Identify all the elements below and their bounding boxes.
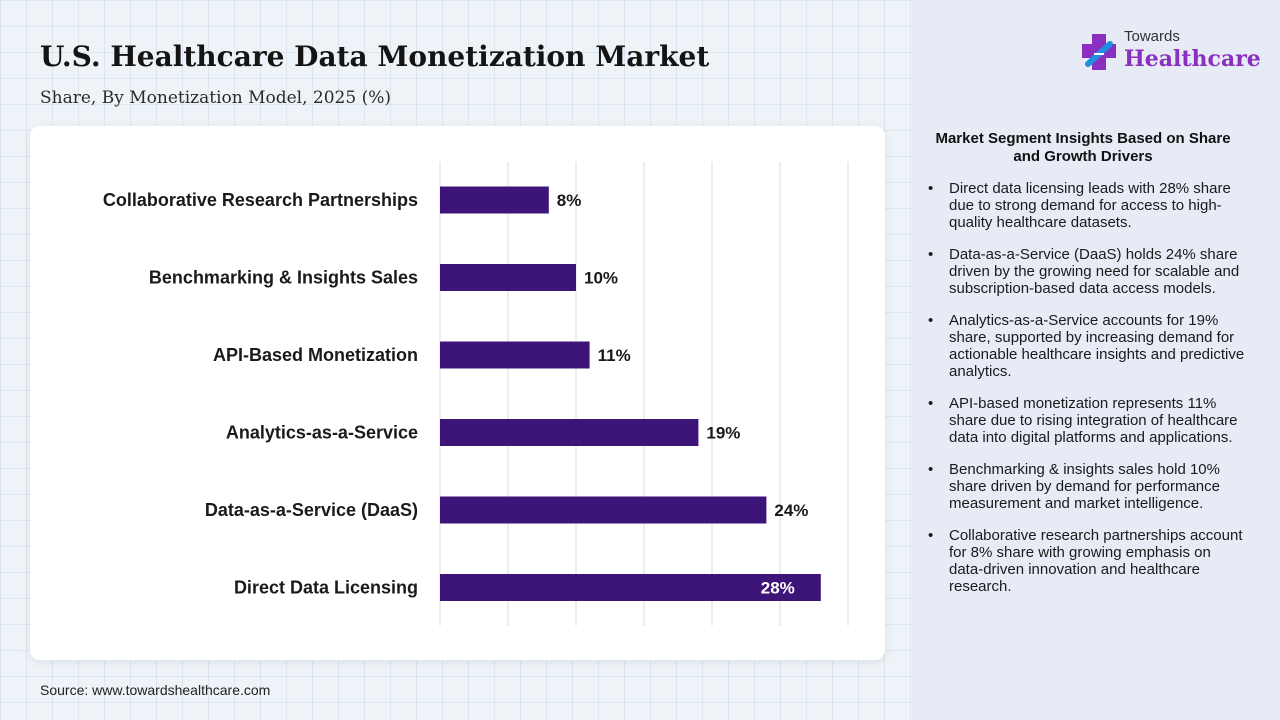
chart-card: Collaborative Research Partnerships 8% Ben… xyxy=(30,126,885,660)
value-label: 24% xyxy=(774,501,808,520)
insights-list: Direct data licensing leads with 28% sha… xyxy=(928,180,1248,610)
bar xyxy=(440,264,576,291)
value-label: 10% xyxy=(584,269,618,288)
insight-item: Direct data licensing leads with 28% sha… xyxy=(928,180,1248,231)
bar xyxy=(440,341,590,369)
insight-item: Benchmarking & insights sales hold 10% s… xyxy=(928,461,1248,512)
bar xyxy=(440,574,821,601)
cross-plus-icon xyxy=(1082,34,1116,70)
insight-item: Collaborative research partnerships acco… xyxy=(928,527,1248,595)
source-text: Source: www.towardshealthcare.com xyxy=(40,682,271,698)
insight-item: API-based monetization represents 11% sh… xyxy=(928,395,1248,446)
logo-top-text: Towards xyxy=(1124,28,1180,45)
insight-item: Analytics-as-a-Service accounts for 19% … xyxy=(928,312,1248,380)
insights-title: Market Segment Insights Based on Share a… xyxy=(935,130,1231,165)
category-label: Collaborative Research Partnerships xyxy=(103,190,418,210)
value-label: 11% xyxy=(598,346,631,365)
bar xyxy=(440,419,699,446)
value-label: 8% xyxy=(557,191,582,210)
category-label: Data-as-a-Service (DaaS) xyxy=(205,500,418,520)
category-label: Analytics-as-a-Service xyxy=(226,423,418,443)
value-label: 28% xyxy=(761,579,795,598)
category-label: Benchmarking & Insights Sales xyxy=(149,268,418,288)
category-label: API-Based Monetization xyxy=(213,345,418,365)
logo-main-text: Healthcare xyxy=(1124,46,1261,72)
main-area: U.S. Healthcare Data Monetization Market… xyxy=(30,40,885,698)
towards-healthcare-logo: Towards Healthcare xyxy=(1080,28,1261,78)
bar xyxy=(440,496,767,524)
category-label: Direct Data Licensing xyxy=(234,578,418,598)
chart-title: U.S. Healthcare Data Monetization Market xyxy=(40,40,710,73)
bar xyxy=(440,186,549,214)
insight-item: Data-as-a-Service (DaaS) holds 24% share… xyxy=(928,246,1248,297)
chart-subtitle: Share, By Monetization Model, 2025 (%) xyxy=(40,88,392,108)
value-label: 19% xyxy=(706,424,740,443)
bar-chart: Collaborative Research Partnerships 8% Ben… xyxy=(103,162,849,626)
